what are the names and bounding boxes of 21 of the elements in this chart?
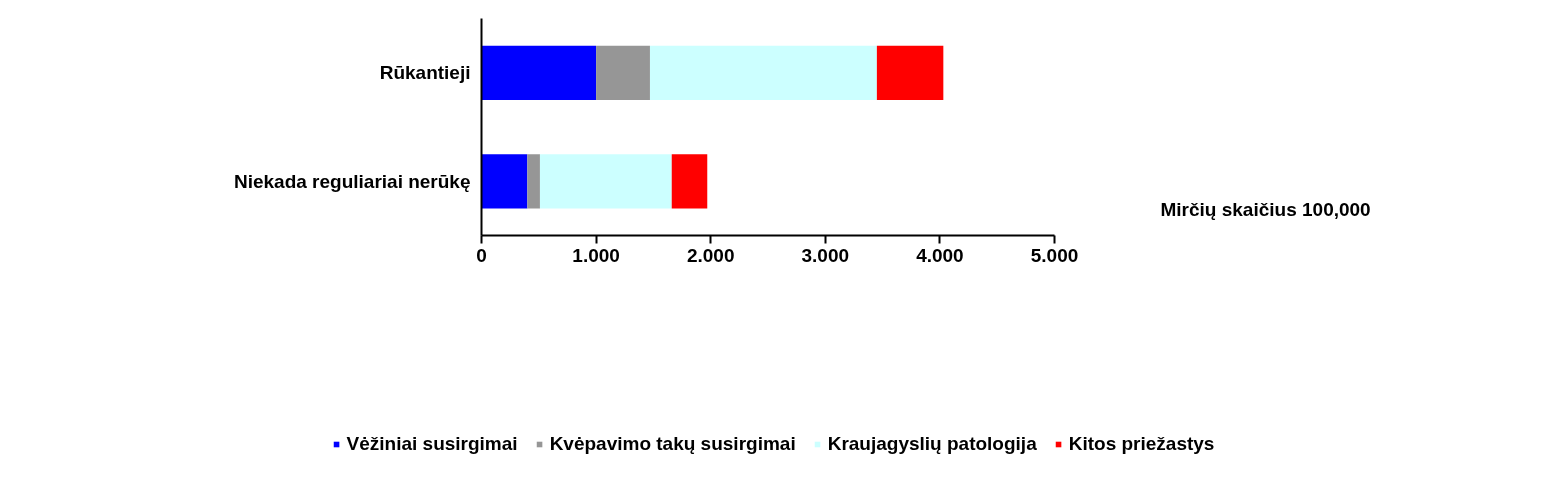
bar [481, 45, 597, 100]
y-tick-label: Niekada reguliariai nerūkę [233, 170, 471, 192]
x-tick-label: 4.000 [916, 244, 964, 266]
bar [527, 154, 540, 209]
x-tick-label: 0 [476, 244, 487, 266]
bar [481, 154, 528, 209]
x-tick-label: 1.000 [572, 244, 620, 266]
legend-label: Kraujagyslių patologija [827, 433, 1037, 455]
bar [596, 45, 650, 100]
x-axis-title: Mirčių skaičius 100,000 [1160, 198, 1371, 220]
legend-label: Vėžiniai susirgimai [346, 433, 518, 455]
legend-label: Kvėpavimo takų susirgimai [549, 433, 796, 455]
bar [671, 154, 708, 209]
x-tick-label: 2.000 [686, 244, 735, 266]
bar [876, 45, 944, 100]
x-tick-label: 3.000 [801, 244, 850, 266]
bar [649, 45, 877, 100]
y-tick-label: Rūkantieji [379, 62, 471, 84]
x-tick-label: 5.000 [1030, 244, 1079, 266]
bar [539, 154, 672, 209]
legend-label: Kitos priežastys [1068, 433, 1215, 455]
